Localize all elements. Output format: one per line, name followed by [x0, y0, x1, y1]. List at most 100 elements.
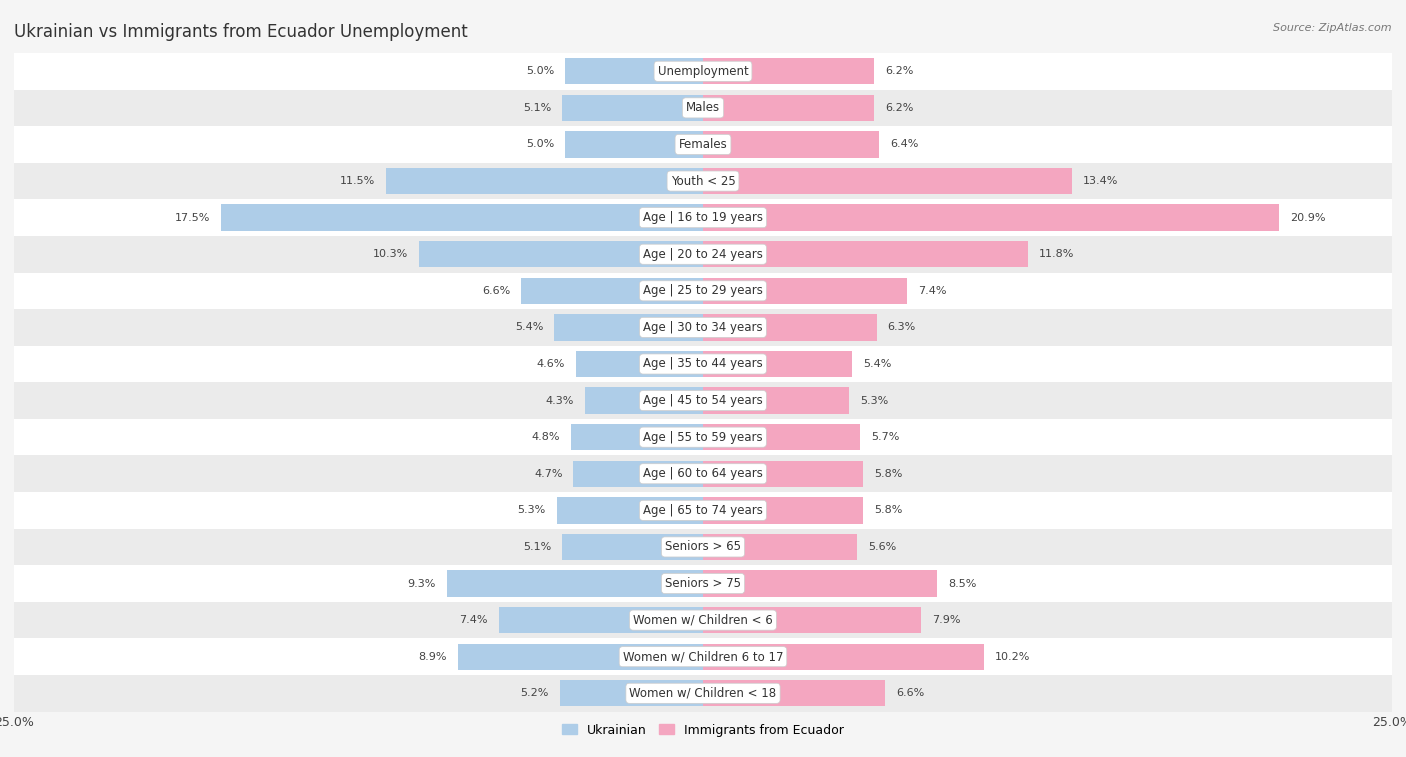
Bar: [419, 241, 703, 267]
Bar: [703, 388, 849, 414]
Text: Age | 20 to 24 years: Age | 20 to 24 years: [643, 248, 763, 260]
Bar: [14, 419, 1392, 456]
Bar: [557, 497, 703, 524]
Bar: [703, 131, 879, 157]
Bar: [458, 643, 703, 670]
Text: 8.5%: 8.5%: [948, 578, 977, 588]
Bar: [14, 456, 1392, 492]
Text: 7.4%: 7.4%: [460, 615, 488, 625]
Text: 8.9%: 8.9%: [418, 652, 447, 662]
Bar: [703, 241, 1028, 267]
Text: 6.6%: 6.6%: [896, 688, 924, 698]
Text: 11.5%: 11.5%: [340, 176, 375, 186]
Bar: [703, 643, 984, 670]
Text: 9.3%: 9.3%: [408, 578, 436, 588]
Bar: [560, 680, 703, 706]
Text: 10.2%: 10.2%: [995, 652, 1031, 662]
Text: 7.4%: 7.4%: [918, 286, 946, 296]
Text: Seniors > 75: Seniors > 75: [665, 577, 741, 590]
Bar: [562, 534, 703, 560]
Bar: [703, 350, 852, 377]
Bar: [221, 204, 703, 231]
Bar: [14, 675, 1392, 712]
Bar: [14, 53, 1392, 89]
Text: 5.1%: 5.1%: [523, 103, 551, 113]
Bar: [14, 492, 1392, 528]
Bar: [14, 382, 1392, 419]
Text: 6.4%: 6.4%: [890, 139, 918, 149]
Text: 5.4%: 5.4%: [515, 322, 543, 332]
Bar: [14, 602, 1392, 638]
Bar: [14, 89, 1392, 126]
Text: 5.2%: 5.2%: [520, 688, 548, 698]
Bar: [554, 314, 703, 341]
Text: Females: Females: [679, 138, 727, 151]
Text: 5.0%: 5.0%: [526, 67, 554, 76]
Text: 4.8%: 4.8%: [531, 432, 560, 442]
Bar: [576, 350, 703, 377]
Text: 5.4%: 5.4%: [863, 359, 891, 369]
Bar: [703, 570, 938, 597]
Bar: [447, 570, 703, 597]
Text: 5.1%: 5.1%: [523, 542, 551, 552]
Bar: [703, 168, 1073, 195]
Bar: [14, 236, 1392, 273]
Bar: [703, 204, 1279, 231]
Text: Age | 30 to 34 years: Age | 30 to 34 years: [643, 321, 763, 334]
Text: 20.9%: 20.9%: [1289, 213, 1326, 223]
Text: Women w/ Children < 18: Women w/ Children < 18: [630, 687, 776, 699]
Text: Age | 65 to 74 years: Age | 65 to 74 years: [643, 504, 763, 517]
Bar: [703, 314, 876, 341]
Bar: [571, 424, 703, 450]
Text: Source: ZipAtlas.com: Source: ZipAtlas.com: [1274, 23, 1392, 33]
Text: 5.6%: 5.6%: [869, 542, 897, 552]
Text: 17.5%: 17.5%: [174, 213, 209, 223]
Bar: [703, 424, 860, 450]
Bar: [499, 607, 703, 634]
Bar: [14, 199, 1392, 236]
Text: Age | 16 to 19 years: Age | 16 to 19 years: [643, 211, 763, 224]
Bar: [585, 388, 703, 414]
Text: Age | 60 to 64 years: Age | 60 to 64 years: [643, 467, 763, 480]
Text: 11.8%: 11.8%: [1039, 249, 1074, 259]
Bar: [562, 95, 703, 121]
Text: 7.9%: 7.9%: [932, 615, 960, 625]
Text: Males: Males: [686, 101, 720, 114]
Bar: [14, 528, 1392, 565]
Text: Age | 55 to 59 years: Age | 55 to 59 years: [643, 431, 763, 444]
Text: 6.6%: 6.6%: [482, 286, 510, 296]
Text: Unemployment: Unemployment: [658, 65, 748, 78]
Text: 4.3%: 4.3%: [546, 396, 574, 406]
Text: 6.2%: 6.2%: [884, 103, 914, 113]
Bar: [703, 607, 921, 634]
Text: 6.2%: 6.2%: [884, 67, 914, 76]
Text: 5.8%: 5.8%: [875, 469, 903, 478]
Bar: [14, 273, 1392, 309]
Bar: [565, 131, 703, 157]
Text: 10.3%: 10.3%: [373, 249, 408, 259]
Bar: [703, 680, 884, 706]
Text: 13.4%: 13.4%: [1083, 176, 1119, 186]
Legend: Ukrainian, Immigrants from Ecuador: Ukrainian, Immigrants from Ecuador: [557, 718, 849, 742]
Bar: [14, 126, 1392, 163]
Bar: [387, 168, 703, 195]
Text: Age | 45 to 54 years: Age | 45 to 54 years: [643, 394, 763, 407]
Bar: [703, 95, 875, 121]
Bar: [703, 58, 875, 85]
Text: 5.8%: 5.8%: [875, 506, 903, 516]
Text: 5.7%: 5.7%: [872, 432, 900, 442]
Bar: [703, 278, 907, 304]
Text: Seniors > 65: Seniors > 65: [665, 540, 741, 553]
Bar: [565, 58, 703, 85]
Text: 4.6%: 4.6%: [537, 359, 565, 369]
Text: 6.3%: 6.3%: [887, 322, 915, 332]
Bar: [703, 460, 863, 487]
Bar: [703, 497, 863, 524]
Bar: [14, 565, 1392, 602]
Text: 5.3%: 5.3%: [860, 396, 889, 406]
Text: Ukrainian vs Immigrants from Ecuador Unemployment: Ukrainian vs Immigrants from Ecuador Une…: [14, 23, 468, 41]
Bar: [522, 278, 703, 304]
Text: 5.0%: 5.0%: [526, 139, 554, 149]
Bar: [703, 534, 858, 560]
Text: Age | 25 to 29 years: Age | 25 to 29 years: [643, 285, 763, 298]
